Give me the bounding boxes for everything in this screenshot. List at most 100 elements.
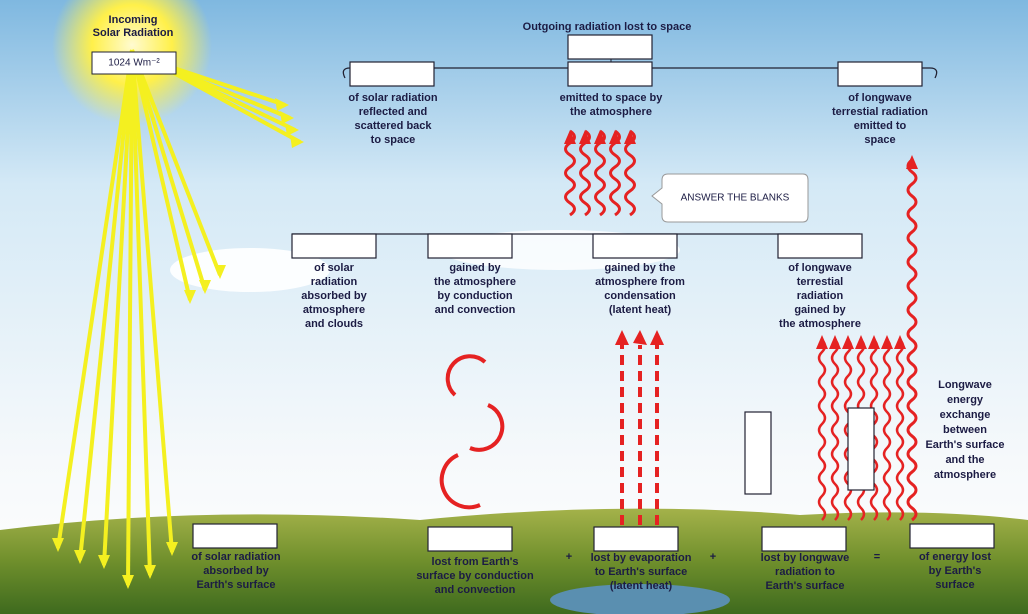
label-line: the atmosphere <box>570 106 652 118</box>
label-line: by Earth's <box>929 565 982 577</box>
label-line: of energy lost <box>919 551 991 563</box>
label-line: of solar radiation <box>348 92 438 104</box>
outgoing-title: Outgoing radiation lost to space <box>523 21 692 33</box>
answer-blank <box>592 233 678 259</box>
arrow-head <box>579 130 591 144</box>
label-line: terrestial <box>797 276 843 288</box>
arrow-head <box>881 335 893 349</box>
operator: + <box>566 551 572 563</box>
emission-wave <box>624 129 636 217</box>
label-line: condensation <box>604 290 676 302</box>
label-line: of solar radiation <box>191 551 281 563</box>
arrow-head <box>609 130 621 144</box>
ray-head <box>98 555 110 569</box>
arrow-head <box>894 335 906 349</box>
arrow-head <box>624 130 636 144</box>
label-line: space <box>864 134 895 146</box>
label-line: energy <box>947 394 984 406</box>
label-line: emitted to space by <box>560 92 664 104</box>
answer-blank <box>349 61 435 87</box>
arrow-head <box>816 335 828 349</box>
label-line: Earth's surface <box>765 580 844 592</box>
answer-blank <box>837 61 923 87</box>
answer-blank <box>847 407 875 491</box>
ray-head <box>144 565 156 579</box>
label-line: the atmosphere <box>779 318 861 330</box>
label-line: terrestial radiation <box>832 106 928 118</box>
solar-ray <box>130 49 207 291</box>
incoming-box <box>91 51 177 75</box>
answer-blank <box>777 233 863 259</box>
label-line: exchange <box>940 409 991 421</box>
label-line: and convection <box>435 584 516 596</box>
ray-head <box>166 542 178 556</box>
label-line: of longwave <box>788 262 852 274</box>
lake <box>550 584 730 614</box>
label-line: Longwave <box>938 379 992 391</box>
ray-head <box>214 265 226 279</box>
longwave-out <box>906 158 918 522</box>
answer-blank <box>909 523 995 549</box>
label-line: gained by the <box>605 262 676 274</box>
label-line: to Earth's surface <box>595 566 687 578</box>
label-line: surface <box>935 579 974 591</box>
convection-arrow <box>445 354 487 397</box>
arrow-head <box>633 330 647 345</box>
label-line: by conduction <box>437 290 512 302</box>
label-line: gained by <box>449 262 501 274</box>
back-wave <box>882 339 892 521</box>
label-line: surface by conduction <box>416 570 534 582</box>
ray-head <box>199 280 211 294</box>
arrow-head <box>868 335 880 349</box>
label-line: gained by <box>794 304 846 316</box>
answer-blank <box>761 526 847 552</box>
emission-wave <box>609 129 621 217</box>
label-line: of solar <box>314 262 354 274</box>
label-line: radiation <box>797 290 844 302</box>
arrows <box>52 49 938 589</box>
arrow-head <box>650 330 664 345</box>
arrow-head <box>906 155 918 169</box>
label-line: atmosphere <box>303 304 365 316</box>
label-line: radiation to <box>775 566 835 578</box>
back-wave <box>817 339 827 521</box>
convection-arrow <box>469 403 505 452</box>
solar-ray <box>78 49 134 561</box>
answer-blank <box>567 34 653 60</box>
label-line: of longwave <box>848 92 912 104</box>
operator: = <box>874 551 880 563</box>
label-line: lost by evaporation <box>591 552 692 564</box>
answer-blank <box>291 233 377 259</box>
callout-text: ANSWER THE BLANKS <box>681 193 790 204</box>
emission-wave <box>594 129 606 217</box>
label-line: lost from Earth's <box>432 556 519 568</box>
answer-blank <box>427 233 513 259</box>
ray-head <box>74 550 86 564</box>
arrow-head <box>594 130 606 144</box>
solar-ray <box>130 49 152 576</box>
incoming-value: 1024 Wm⁻² <box>108 58 160 69</box>
answer-blank <box>593 526 679 552</box>
answer-blank <box>744 411 772 495</box>
solar-ray <box>56 49 134 549</box>
label-line: (latent heat) <box>609 304 672 316</box>
arrow-head <box>564 130 576 144</box>
label-line: and clouds <box>305 318 363 330</box>
label-line: atmosphere from <box>595 276 685 288</box>
label-line: to space <box>371 134 416 146</box>
solar-ray <box>130 49 222 276</box>
answer-blank <box>427 526 513 552</box>
callout <box>651 173 809 223</box>
back-wave <box>830 339 840 521</box>
label-line: Solar Radiation <box>93 27 174 39</box>
solar-ray <box>130 49 192 301</box>
solar-ray <box>130 49 174 553</box>
operator: + <box>710 551 716 563</box>
label-line: atmosphere <box>934 469 996 481</box>
arrow-head <box>615 330 629 345</box>
label-line: scattered back <box>354 120 432 132</box>
label-line: and the <box>945 454 984 466</box>
ray-head <box>285 123 299 136</box>
